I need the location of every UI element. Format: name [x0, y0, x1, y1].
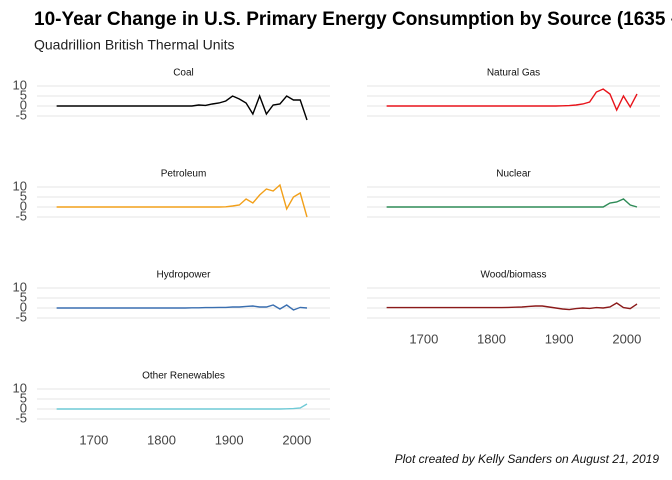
y-tick-label: 5: [20, 188, 27, 203]
line: [56, 403, 308, 410]
y-tick-label: 0: [20, 299, 27, 314]
x-tick-label: 1800: [147, 432, 176, 447]
facet-title: Petroleum: [161, 169, 207, 180]
line: [386, 198, 638, 208]
caption: Plot created by Kelly Sanders on August …: [395, 452, 660, 466]
line: [56, 183, 308, 218]
y-tick-label: -5: [15, 410, 27, 425]
y-tick-label: -5: [15, 208, 27, 223]
y-tick-label: 10: [13, 380, 27, 395]
x-tick-label: 2000: [612, 331, 641, 346]
line: [56, 304, 308, 311]
chart-title: 10-Year Change in U.S. Primary Energy Co…: [34, 9, 672, 30]
line: [56, 94, 308, 121]
x-tick-label: 1900: [215, 432, 244, 447]
x-tick-label: 1800: [477, 331, 506, 346]
y-tick-label: 10: [13, 279, 27, 294]
y-tick-label: 5: [20, 390, 27, 405]
x-tick-label: 2000: [282, 432, 311, 447]
facet-title: Hydropower: [157, 270, 212, 281]
line: [386, 302, 638, 311]
chart-subtitle: Quadrillion British Thermal Units: [34, 37, 234, 53]
facet-title: Other Renewables: [142, 371, 225, 382]
y-tick-label: 0: [20, 400, 27, 415]
x-tick-label: 1900: [545, 331, 574, 346]
facet-title: Coal: [173, 68, 194, 79]
y-tick-label: 0: [20, 198, 27, 213]
line: [386, 88, 638, 112]
facet-title: Wood/biomass: [481, 270, 547, 281]
y-tick-label: -5: [15, 107, 27, 122]
y-tick-label: 5: [20, 289, 27, 304]
y-tick-label: 10: [13, 77, 27, 92]
y-tick-label: 5: [20, 87, 27, 102]
facet-title: Natural Gas: [487, 68, 540, 79]
facet-title: Nuclear: [496, 169, 531, 180]
y-tick-label: -5: [15, 309, 27, 324]
x-tick-label: 1700: [409, 331, 438, 346]
y-tick-label: 0: [20, 97, 27, 112]
y-tick-label: 10: [13, 178, 27, 193]
x-tick-label: 1700: [79, 432, 108, 447]
